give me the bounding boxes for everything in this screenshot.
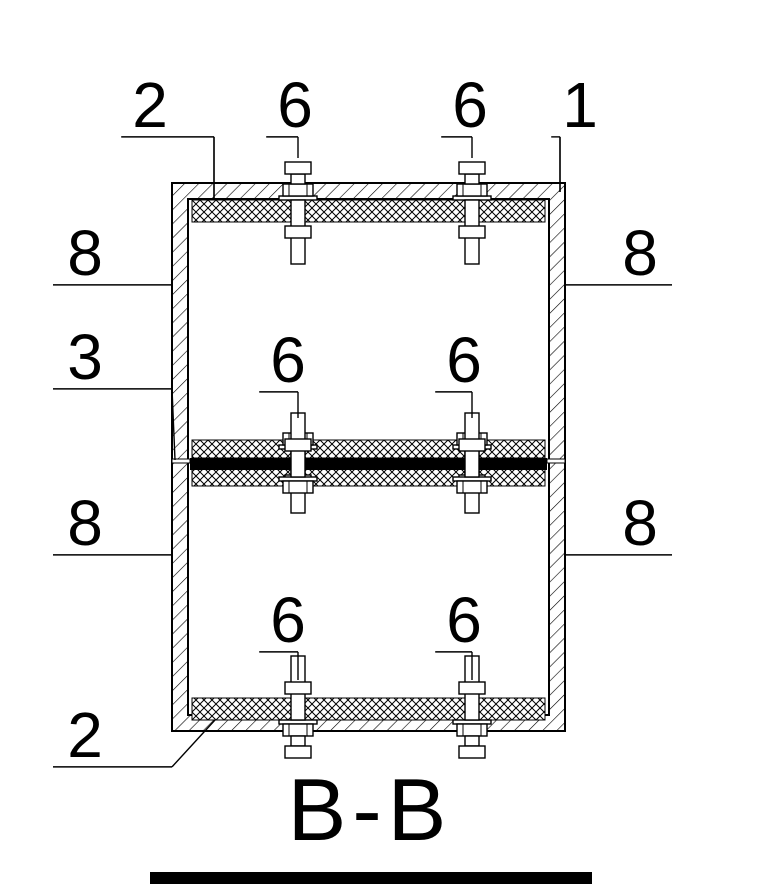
callout-left-8-lower: 8	[53, 487, 172, 559]
section-title: B-B	[150, 760, 592, 878]
callout-number: 8	[622, 487, 658, 559]
callout-number: 8	[622, 217, 658, 289]
callout-number: 6	[446, 324, 482, 396]
callout-number: 6	[446, 584, 482, 656]
callout-number: 6	[452, 69, 488, 141]
callout-number: 8	[67, 487, 103, 559]
callout-left-3: 3	[53, 321, 175, 460]
callout-number: 2	[67, 699, 103, 771]
callout-number: 6	[277, 69, 313, 141]
callout-mid-6-ul: 6	[259, 324, 306, 418]
callout-top-6-left: 6	[266, 69, 313, 158]
technical-drawing: 2 6 6 1 8 8 3 6 6 8 8 6 6 2 B-B	[0, 0, 763, 895]
callout-number: 1	[562, 69, 598, 141]
callout-right-8-lower: 8	[565, 487, 672, 559]
center-plate	[190, 458, 547, 470]
callout-mid-6-ur: 6	[435, 324, 482, 418]
callout-top-left-2: 2	[121, 69, 214, 200]
callout-number: 2	[132, 69, 168, 141]
section-label-text: B-B	[288, 760, 453, 859]
center-slot	[547, 459, 565, 463]
crosshatch-band-mid-lower	[192, 468, 545, 486]
callout-top-right-1: 1	[551, 69, 598, 192]
callout-left-8-upper: 8	[53, 217, 172, 289]
crosshatch-band-mid-upper	[192, 440, 545, 458]
callout-number: 8	[67, 217, 103, 289]
crosshatch-band-bottom-band	[192, 698, 545, 720]
callout-number: 3	[67, 321, 103, 393]
callout-number: 6	[270, 324, 306, 396]
callout-top-6-right: 6	[441, 69, 488, 158]
callout-right-8-upper: 8	[565, 217, 672, 289]
callout-number: 6	[270, 584, 306, 656]
crosshatch-band-top-band	[192, 200, 545, 222]
callout-bot-left-2: 2	[53, 699, 215, 771]
